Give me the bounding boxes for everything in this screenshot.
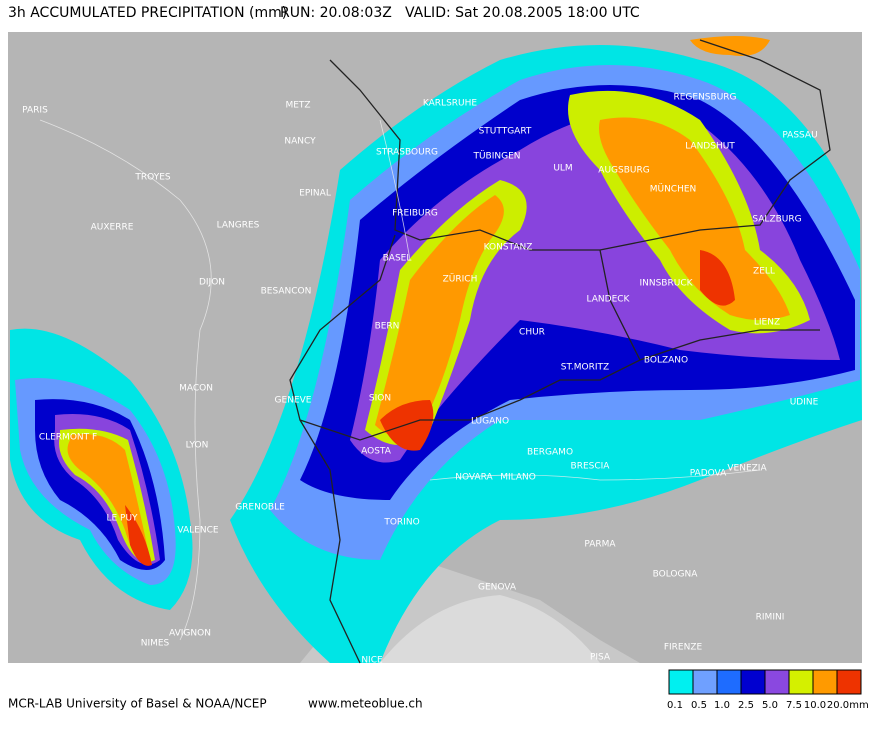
city: MACON bbox=[179, 384, 213, 394]
legend-swatch bbox=[812, 669, 838, 695]
legend-label: 0.1 bbox=[667, 700, 683, 711]
legend-swatch bbox=[740, 669, 766, 695]
city: MILANO bbox=[500, 473, 536, 483]
city-labels: PARIS METZ KARLSRUHE STUTTGART REGENSBUR… bbox=[22, 93, 818, 666]
city: LYON bbox=[186, 441, 209, 451]
city: NANCY bbox=[284, 137, 316, 147]
city: AVIGNON bbox=[169, 629, 211, 639]
precip-east bbox=[230, 36, 862, 663]
city: GENOVA bbox=[478, 583, 517, 593]
city: TÜBINGEN bbox=[472, 151, 520, 162]
legend-label: 5.0 bbox=[762, 700, 778, 711]
city: BESANCON bbox=[261, 287, 312, 297]
city: CHUR bbox=[519, 328, 545, 338]
city: SION bbox=[369, 394, 391, 404]
precip-west bbox=[10, 328, 193, 610]
city: BRESCIA bbox=[571, 462, 611, 472]
city: RIMINI bbox=[756, 613, 785, 623]
city: NOVARA bbox=[455, 473, 493, 483]
city: VALENCE bbox=[177, 526, 218, 536]
city: BERGAMO bbox=[527, 448, 573, 458]
credit: MCR-LAB University of Basel & NOAA/NCEP bbox=[8, 697, 267, 711]
city: SALZBURG bbox=[752, 215, 801, 225]
legend-swatch bbox=[716, 669, 742, 695]
city: PISA bbox=[590, 653, 611, 663]
legend-swatch bbox=[668, 669, 694, 695]
city: DIJON bbox=[199, 278, 225, 288]
legend-label: 1.0 bbox=[714, 700, 730, 711]
city: AUXERRE bbox=[91, 223, 134, 233]
city: GRENOBLE bbox=[235, 503, 285, 513]
city: INNSBRUCK bbox=[639, 279, 693, 289]
legend-label: 0.5 bbox=[691, 700, 707, 711]
city: FIRENZE bbox=[664, 643, 703, 653]
city: LUGANO bbox=[471, 417, 509, 427]
city: PADOVA bbox=[690, 469, 727, 479]
city: BOLOGNA bbox=[653, 570, 699, 580]
city: LIENZ bbox=[754, 318, 780, 328]
city: PASSAU bbox=[782, 131, 817, 141]
city: LANGRES bbox=[217, 221, 260, 231]
legend-label: 7.5 bbox=[786, 700, 802, 711]
city: EPINAL bbox=[299, 189, 331, 199]
legend-swatch bbox=[692, 669, 718, 695]
city: ULM bbox=[553, 164, 572, 174]
legend-unit: mm bbox=[849, 700, 868, 711]
legend: 0.1 0.5 1.0 2.5 5.0 7.5 10.0 20.0 mm bbox=[667, 669, 869, 711]
city: KARLSRUHE bbox=[423, 99, 477, 109]
url: www.meteoblue.ch bbox=[308, 697, 423, 711]
sea bbox=[380, 595, 600, 663]
city: REGENSBURG bbox=[673, 93, 736, 103]
city: TROYES bbox=[134, 173, 171, 183]
run: RUN: 20.08:03Z bbox=[280, 5, 392, 21]
city: ST.MORITZ bbox=[561, 363, 609, 373]
city: PARIS bbox=[22, 106, 48, 116]
city: STUTTGART bbox=[479, 127, 532, 137]
city: MÜNCHEN bbox=[650, 184, 697, 195]
borders bbox=[289, 39, 831, 664]
city: FREIBURG bbox=[392, 209, 438, 219]
legend-label: 20.0 bbox=[827, 700, 849, 711]
title: 3h ACCUMULATED PRECIPITATION (mm) bbox=[8, 5, 287, 21]
valid: VALID: Sat 20.08.2005 18:00 UTC bbox=[405, 5, 640, 21]
legend-swatch bbox=[836, 669, 862, 695]
city: LANDSHUT bbox=[685, 142, 735, 152]
legend-swatch bbox=[764, 669, 790, 695]
city: KONSTANZ bbox=[484, 243, 533, 253]
legend-label: 2.5 bbox=[738, 700, 754, 711]
city: UDINE bbox=[790, 398, 819, 408]
city: LANDECK bbox=[587, 295, 631, 305]
city: METZ bbox=[285, 101, 310, 111]
city: ZELL bbox=[753, 267, 775, 277]
city: PARMA bbox=[584, 540, 616, 550]
city: VENEZIA bbox=[727, 464, 767, 474]
city: AOSTA bbox=[361, 447, 392, 457]
city: BERN bbox=[375, 322, 400, 332]
city: AUGSBURG bbox=[598, 166, 649, 176]
city: BOLZANO bbox=[644, 356, 688, 366]
rivers bbox=[39, 119, 761, 641]
city: CLERMONT F bbox=[39, 433, 97, 443]
city: GENEVE bbox=[275, 396, 312, 406]
legend-swatch bbox=[788, 669, 814, 695]
city: ZÜRICH bbox=[443, 274, 478, 285]
city: TORINO bbox=[383, 518, 419, 528]
city: NIMES bbox=[141, 639, 170, 649]
city: NICE bbox=[361, 656, 383, 666]
city: BASEL bbox=[383, 254, 412, 264]
city: STRASBOURG bbox=[376, 148, 438, 158]
city: LE PUY bbox=[106, 514, 138, 524]
legend-label: 10.0 bbox=[804, 700, 826, 711]
map: PARIS METZ KARLSRUHE STUTTGART REGENSBUR… bbox=[8, 32, 862, 666]
